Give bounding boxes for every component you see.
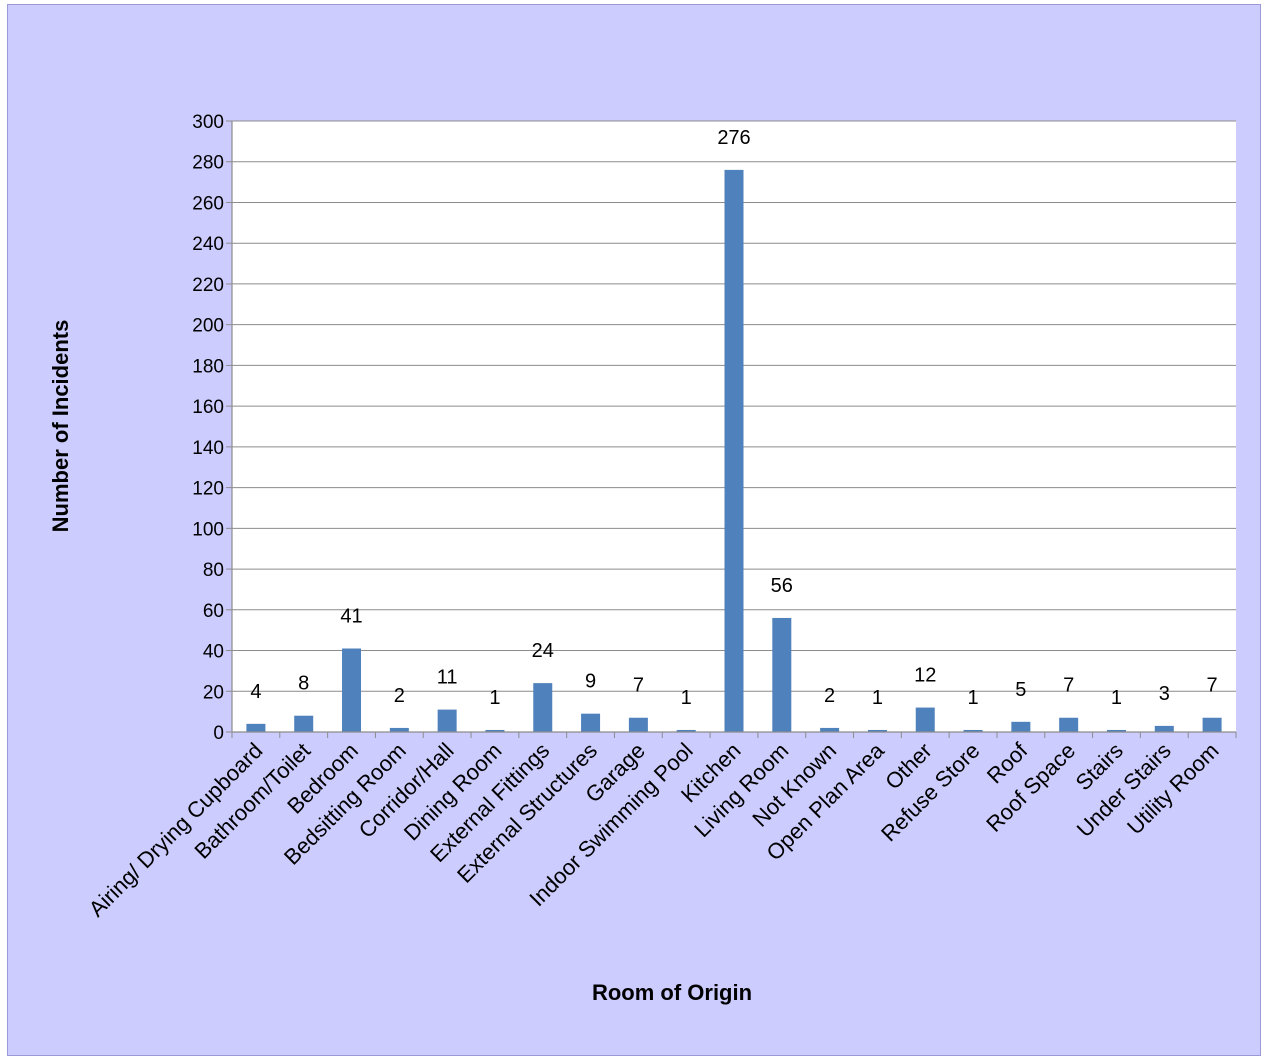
bar bbox=[1059, 717, 1079, 732]
y-tick-label: 60 bbox=[203, 601, 224, 622]
y-tick-label: 0 bbox=[213, 723, 224, 744]
y-tick-label: 160 bbox=[192, 397, 224, 418]
bar bbox=[772, 617, 792, 732]
data-label: 5 bbox=[1015, 679, 1026, 701]
bar bbox=[342, 648, 362, 732]
bar bbox=[581, 713, 601, 732]
bar bbox=[676, 729, 696, 732]
bar bbox=[437, 709, 457, 732]
data-label: 1 bbox=[1111, 687, 1122, 709]
y-tick-label: 20 bbox=[203, 682, 224, 703]
y-tick-label: 220 bbox=[192, 275, 224, 296]
data-label: 2 bbox=[824, 685, 835, 707]
y-axis-title: Number of Incidents bbox=[48, 320, 73, 533]
data-label: 3 bbox=[1159, 683, 1170, 705]
bar bbox=[963, 729, 983, 732]
y-tick-label: 180 bbox=[192, 356, 224, 377]
bar bbox=[1011, 721, 1031, 732]
bar bbox=[820, 727, 840, 732]
y-tick-label: 260 bbox=[192, 193, 224, 214]
data-label: 4 bbox=[250, 681, 261, 703]
data-label: 276 bbox=[717, 127, 750, 149]
data-label: 7 bbox=[633, 675, 644, 697]
data-label: 41 bbox=[340, 605, 362, 627]
bar bbox=[867, 729, 887, 732]
y-axis-ticks: 0 20 40 60 80 100 120 140 160 180 200 220 240 260 280 3… bbox=[192, 112, 232, 744]
x-axis-title: Room of Origin bbox=[592, 980, 752, 1005]
y-tick-label: 280 bbox=[192, 153, 224, 174]
y-tick-label: 200 bbox=[192, 316, 224, 337]
y-tick-label: 80 bbox=[203, 560, 224, 581]
bar bbox=[246, 723, 266, 732]
y-tick-label: 120 bbox=[192, 479, 224, 500]
bar bbox=[533, 683, 553, 732]
bars bbox=[246, 169, 1222, 732]
y-tick-label: 300 bbox=[192, 112, 224, 133]
data-label: 9 bbox=[585, 671, 596, 693]
data-label: 7 bbox=[1207, 675, 1218, 697]
data-label: 1 bbox=[489, 687, 500, 709]
bar bbox=[1106, 729, 1126, 732]
bar bbox=[1202, 717, 1222, 732]
bar bbox=[389, 727, 409, 732]
data-label: 12 bbox=[914, 665, 936, 687]
bar bbox=[915, 707, 935, 732]
data-label: 1 bbox=[872, 687, 883, 709]
data-label: 24 bbox=[532, 640, 554, 662]
y-tick-label: 240 bbox=[192, 234, 224, 255]
data-label: 1 bbox=[681, 687, 692, 709]
data-label: 2 bbox=[394, 685, 405, 707]
bar bbox=[294, 715, 314, 732]
data-label: 1 bbox=[967, 687, 978, 709]
y-tick-label: 40 bbox=[203, 642, 224, 663]
bar bbox=[628, 717, 648, 732]
y-tick-label: 140 bbox=[192, 438, 224, 459]
y-tick-label: 100 bbox=[192, 519, 224, 540]
bar bbox=[485, 729, 505, 732]
axes bbox=[231, 121, 1236, 733]
data-label: 56 bbox=[771, 575, 793, 597]
bar bbox=[724, 169, 744, 732]
bar bbox=[1154, 725, 1174, 732]
data-label: 8 bbox=[298, 673, 309, 695]
x-tick-label: Roof Space bbox=[981, 738, 1080, 837]
data-label: 11 bbox=[437, 667, 458, 689]
data-label: 7 bbox=[1063, 675, 1074, 697]
x-axis-ticks: Airing/ Drying CupboardBathroom/ToiletBe… bbox=[84, 732, 1237, 922]
